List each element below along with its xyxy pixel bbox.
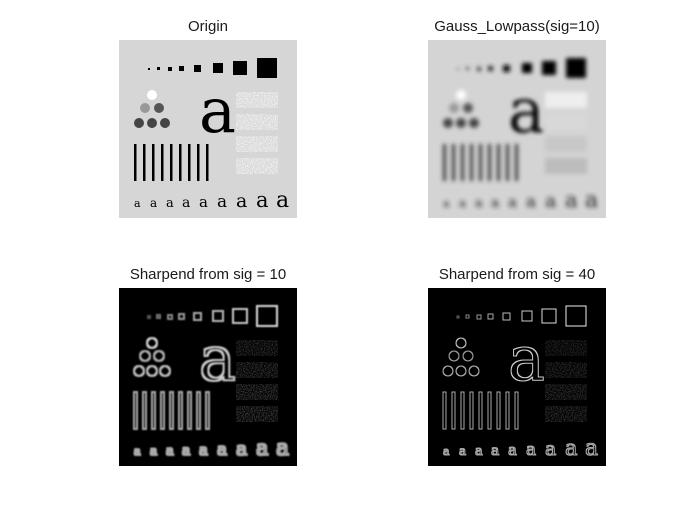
svg-text:a: a	[443, 445, 450, 458]
svg-text:a: a	[443, 197, 450, 210]
svg-text:a: a	[256, 188, 269, 212]
panel-gauss-lowpass: Gauss_Lowpass(sig=10) a	[428, 18, 606, 218]
svg-text:a: a	[565, 188, 578, 212]
svg-text:a: a	[585, 188, 598, 213]
svg-text:a: a	[217, 440, 227, 460]
panel-sharpened-sig40: Sharpend from sig = 40 a	[428, 266, 606, 466]
svg-text:a: a	[475, 196, 483, 211]
svg-text:a: a	[134, 197, 141, 210]
panel-title: Origin	[187, 18, 228, 35]
svg-text:a: a	[491, 195, 499, 211]
sharpened-image-sig40: a a a a a a a a a a	[428, 288, 606, 466]
panel-origin: Origin a	[119, 18, 297, 218]
origin-image: a a a	[119, 40, 297, 218]
sharpened-image-sig10: a a a a a a a a a a	[119, 288, 297, 466]
svg-text:a: a	[166, 196, 174, 211]
svg-text:a: a	[508, 441, 517, 459]
svg-text:a: a	[491, 443, 499, 459]
svg-text:a: a	[459, 196, 466, 210]
panel-sharpened-sig10: Sharpend from sig = 10 a	[119, 266, 297, 466]
svg-text:a: a	[199, 441, 208, 459]
svg-text:a: a	[199, 322, 236, 395]
svg-text:a: a	[508, 74, 545, 147]
svg-text:a: a	[256, 436, 269, 460]
svg-text:a: a	[475, 444, 483, 459]
svg-text:a: a	[199, 193, 208, 211]
svg-text:a: a	[508, 322, 545, 395]
panel-title: Sharpend from sig = 40	[438, 266, 596, 283]
svg-text:a: a	[134, 445, 141, 458]
test-pattern: a a a	[134, 58, 289, 213]
svg-text:a: a	[508, 193, 517, 211]
svg-text:a: a	[199, 74, 236, 147]
svg-text:a: a	[565, 436, 578, 460]
svg-text:a: a	[526, 192, 536, 212]
svg-text:a: a	[236, 438, 247, 460]
svg-text:a: a	[182, 443, 190, 459]
svg-text:a: a	[166, 444, 174, 459]
svg-text:a: a	[150, 196, 157, 210]
svg-text:a: a	[150, 444, 157, 458]
svg-text:a: a	[459, 444, 466, 458]
svg-text:a: a	[236, 190, 247, 212]
panel-title: Gauss_Lowpass(sig=10)	[434, 18, 600, 35]
svg-text:a: a	[276, 188, 289, 213]
blurred-image: a a a a a a a	[428, 40, 606, 218]
svg-text:a: a	[526, 440, 536, 460]
svg-text:a: a	[585, 436, 598, 461]
svg-text:a: a	[217, 192, 227, 212]
svg-text:a: a	[276, 436, 289, 461]
svg-text:a: a	[545, 438, 556, 460]
panel-title: Sharpend from sig = 10	[129, 266, 287, 283]
svg-text:a: a	[182, 195, 190, 211]
svg-text:a: a	[545, 190, 556, 212]
